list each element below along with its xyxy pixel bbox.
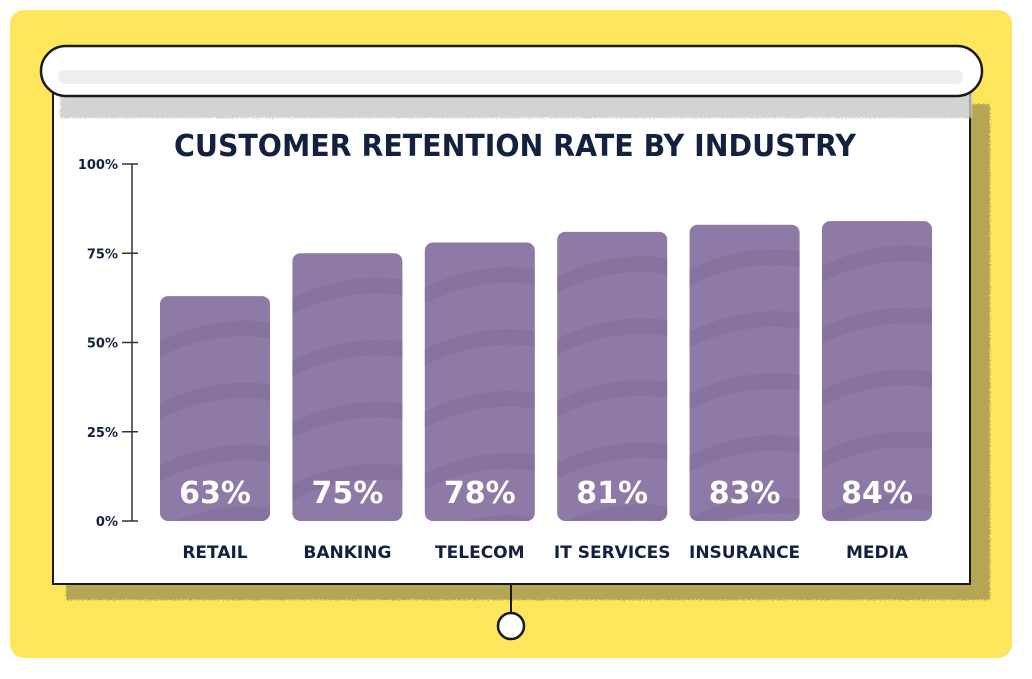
- bars-group: 63% RETAIL 75% BANKING 78% TELECOM 81% IT SERVI…: [160, 221, 932, 563]
- y-tick-label: 25%: [87, 426, 118, 441]
- bar-rect: [292, 253, 403, 521]
- y-tick-label: 100%: [78, 158, 118, 173]
- bar-retail: 63% RETAIL: [160, 296, 270, 563]
- bar-texture: [292, 277, 403, 506]
- category-label: RETAIL: [182, 543, 247, 563]
- bar-texture: [822, 245, 932, 521]
- bar-media: 84% MEDIA: [822, 221, 932, 563]
- category-label: MEDIA: [846, 543, 909, 563]
- bar-value-label: 84%: [841, 476, 913, 511]
- chart-title: CUSTOMER RETENTION RATE BY INDUSTRY: [174, 129, 857, 164]
- bar-value-label: 81%: [576, 476, 648, 511]
- bar-texture: [160, 320, 270, 521]
- bar-insurance: 83% INSURANCE: [689, 224, 800, 563]
- bar-value-label: 78%: [444, 476, 516, 511]
- bar-texture: [557, 256, 668, 522]
- category-label: IT SERVICES: [554, 543, 671, 563]
- bar-rect: [160, 296, 270, 521]
- category-label: BANKING: [303, 543, 391, 563]
- category-label: INSURANCE: [689, 543, 800, 563]
- bar-telecom: 78% TELECOM: [424, 242, 535, 563]
- y-axis-ticks: 0% 25% 50% 75% 100%: [78, 158, 138, 530]
- bar-value-label: 83%: [709, 476, 781, 511]
- roll-bar-highlight: [58, 70, 963, 84]
- y-tick-label: 50%: [87, 337, 118, 352]
- bar-value-label: 63%: [179, 476, 251, 511]
- bar-rect: [557, 231, 668, 521]
- bar-texture: [689, 249, 800, 521]
- bar-value-label: 75%: [311, 476, 383, 511]
- bar-texture: [424, 267, 535, 521]
- y-tick-label: 0%: [96, 515, 118, 530]
- bar-rect: [822, 221, 932, 521]
- bar-banking: 75% BANKING: [292, 253, 403, 563]
- bar-rect: [424, 242, 535, 522]
- bar-rect: [689, 224, 800, 521]
- bar-it-services: 81% IT SERVICES: [554, 231, 671, 563]
- pull-ring[interactable]: [496, 611, 526, 641]
- y-tick-label: 75%: [87, 247, 118, 262]
- category-label: TELECOM: [435, 543, 525, 563]
